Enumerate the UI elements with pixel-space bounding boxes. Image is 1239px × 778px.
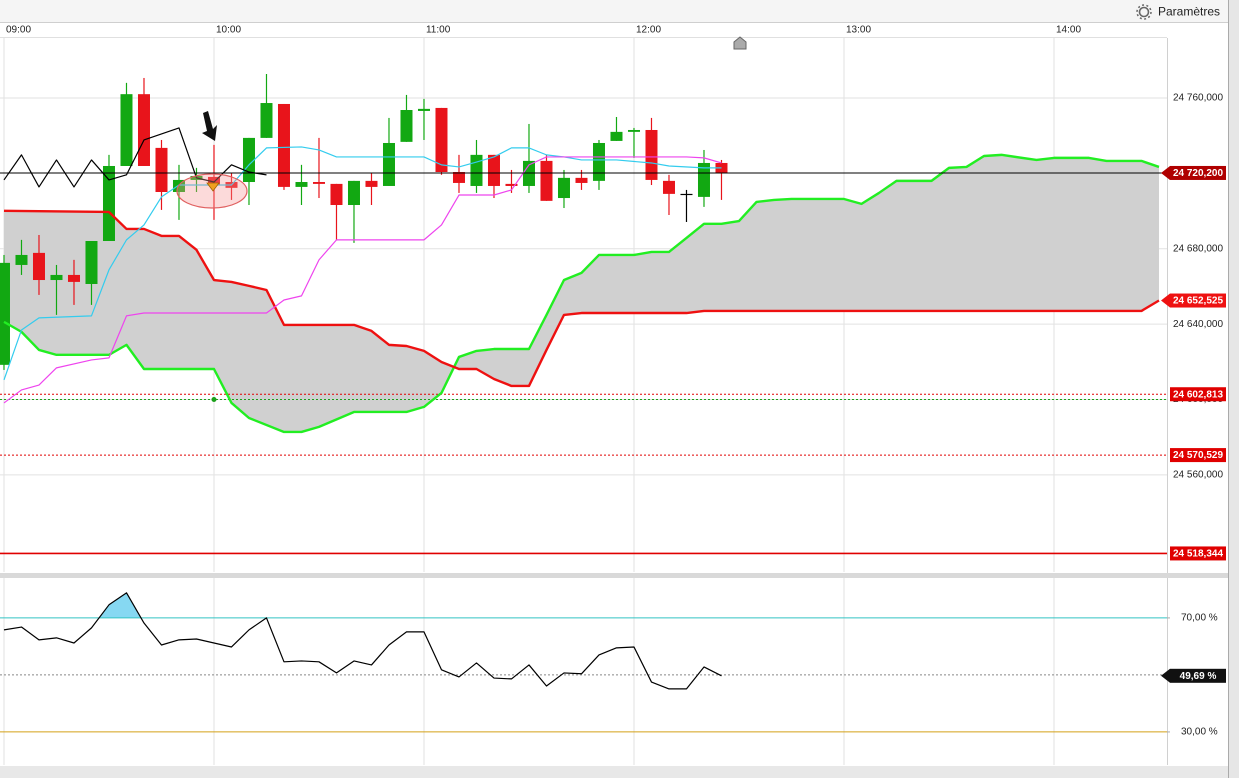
candle-body [680,193,693,196]
candle-body [67,274,80,282]
candle-body [470,154,483,186]
candle-body [155,147,168,192]
candle-body [15,254,28,265]
x-tick-label: 11:00 [426,25,451,36]
candle-body [382,142,395,186]
series-line [3,209,1160,388]
y-tick-label: 24 560,000 [1173,470,1223,481]
price-tag-notch [1161,668,1170,683]
candle-body [452,172,465,183]
price-tag-label: 24 652,525 [1173,296,1223,307]
x-tick-label: 10:00 [216,25,241,36]
price-tag: 24 602,813 [1170,387,1226,402]
side-strip [1228,0,1239,778]
candle-body [137,94,150,166]
price-tag-label: 49,69 % [1180,671,1217,682]
y-tick-label: 24 680,000 [1173,243,1223,254]
x-tick-label: 14:00 [1056,25,1081,36]
price-tag-box [1170,387,1226,402]
signal-dot [211,397,217,403]
candle-body [260,103,273,138]
price-tag-notch [1161,293,1170,308]
x-tick-label: 09:00 [6,25,31,36]
candle-body [627,129,640,132]
signal-annotation [176,36,747,209]
candle-body [610,131,623,141]
candle-body [277,103,290,187]
series-line [3,592,722,690]
series-line [3,156,722,404]
y-tick-label: 70,00 % [1181,613,1218,624]
candle-body [50,274,63,281]
price-tag-box [1170,448,1226,463]
candle-body [662,180,675,194]
candle-body [0,262,10,365]
candle-body [85,241,98,284]
candle-body [417,108,430,111]
gear-teeth [1136,4,1152,20]
price-tag: 24 652,525 [1161,293,1226,308]
candle-body [557,177,570,199]
price-tag-box [1170,293,1226,308]
price-tag-notch [1161,165,1170,180]
status-bar [0,766,1228,778]
candle-body [207,176,220,186]
candle-body [505,183,518,186]
gear-icon [1138,6,1150,18]
candle-body [592,142,605,181]
price-tag: 24 720,200 [1161,165,1226,180]
y-tick-label: 24 640,000 [1173,319,1223,330]
candle-body [540,160,553,201]
candle-body [400,110,413,142]
signal-triangle [206,182,220,192]
candle-body [312,182,325,184]
signal-ellipse [176,173,248,209]
series-line [3,146,722,381]
candle-body [295,182,308,187]
x-tick-label: 12:00 [636,25,661,36]
candle-body [365,180,378,187]
candle-body [330,183,343,206]
price-tag-label: 24 518,344 [1173,549,1223,560]
future-marker [733,36,747,50]
series-line [3,127,267,188]
candle-body [575,177,588,183]
cloud [3,154,1159,432]
price-tag-box [1170,668,1226,683]
price-tag: 24 570,529 [1170,448,1226,463]
candle-body [697,162,710,197]
candle-body [120,94,133,166]
price-tag: 24 518,344 [1170,546,1226,561]
panel [0,38,1167,572]
plot-layer: 09:00 10:00 11:00 12:00 13:00 14:00 24 760,000… [0,25,1226,765]
y-tick-label: 30,00 % [1181,727,1218,738]
signal-arrow [202,111,217,141]
candle-body [435,107,448,173]
panel-separator [0,573,1228,578]
price-tag-label: 24 570,529 [1173,450,1223,461]
candle-body [487,154,500,186]
candle-body [32,252,45,281]
panel [0,578,1167,765]
x-tick-label: 13:00 [846,25,871,36]
candle-body [645,129,658,180]
settings-label[interactable]: Paramètres [1158,5,1220,19]
y-tick-label: 24 760,000 [1173,93,1223,104]
series-line [3,153,1160,434]
price-tag-box [1170,165,1226,180]
price-tag-label: 24 602,813 [1173,389,1223,400]
price-tag-label: 24 720,200 [1173,168,1223,179]
price-tag: 49,69 % [1161,668,1226,683]
candle-body [347,180,360,206]
candle-body [102,165,115,242]
price-tag-box [1170,546,1226,561]
toolbar [0,0,1228,22]
settings-button[interactable]: Paramètres [1136,4,1220,20]
